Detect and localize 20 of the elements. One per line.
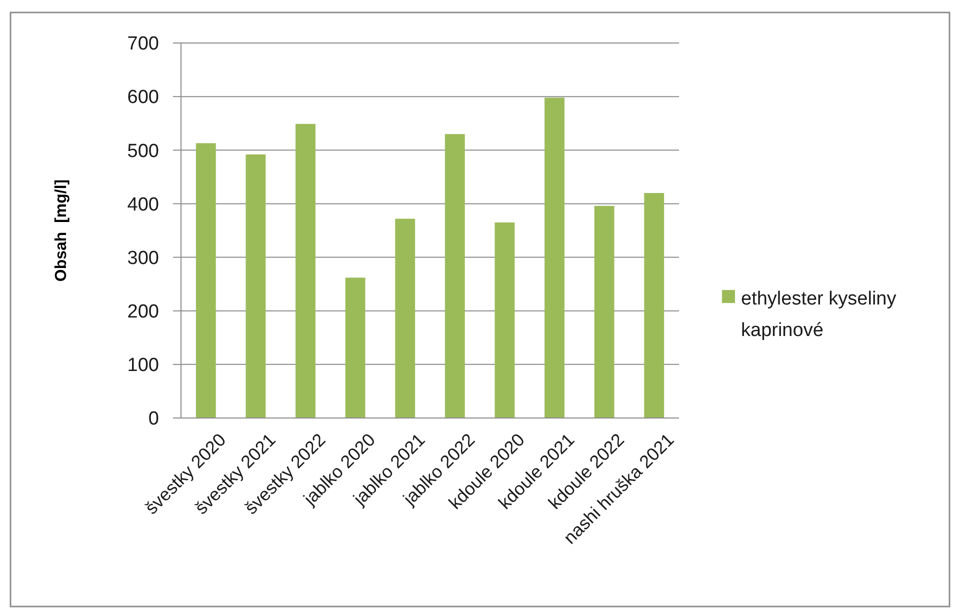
bar [395,218,416,418]
legend-label: ethylester kyseliny kaprinové [741,288,897,341]
bar [544,98,564,418]
bar [296,124,316,418]
y-tick-label: 300 [127,248,159,269]
y-tick-label: 200 [127,302,159,323]
bar [594,206,614,418]
y-tick-label: 400 [127,194,159,216]
bar [345,278,366,418]
y-axis-title: Obsah [mg/l] [53,179,70,282]
bar [196,143,216,418]
bar [494,222,515,418]
y-tick-label: 600 [127,87,159,108]
y-tick-label: 0 [148,408,159,430]
bar [444,134,465,418]
y-tick-label: 100 [127,355,159,376]
bar [644,193,664,418]
y-tick-label: 700 [127,34,159,55]
y-tick-label: 500 [127,140,159,162]
bar [246,154,266,418]
